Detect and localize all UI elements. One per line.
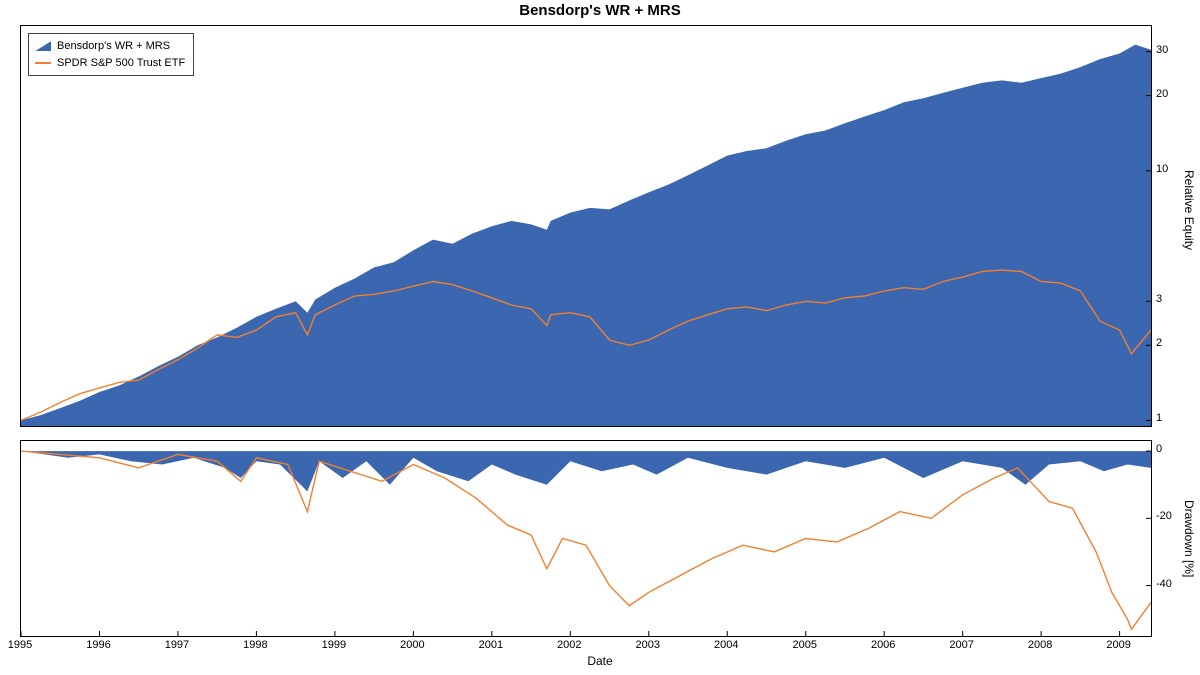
axis-tick-label: 2006 — [871, 639, 895, 651]
legend-row-1: Bensdorp's WR + MRS — [35, 38, 185, 55]
axis-tick-label: 1996 — [86, 639, 110, 651]
equity-svg — [21, 26, 1151, 426]
legend-row-2: SPDR S&P 500 Trust ETF — [35, 55, 185, 72]
axis-tick-label: 2009 — [1106, 639, 1130, 651]
axis-tick-label: 1995 — [8, 639, 32, 651]
axis-tick-label: 2002 — [557, 639, 581, 651]
axis-tick-label: 2005 — [792, 639, 816, 651]
axis-tick-label: 1998 — [243, 639, 267, 651]
area-swatch-icon — [35, 41, 51, 51]
drawdown-svg — [21, 441, 1151, 636]
y-axis-label-drawdown: Drawdown [%] — [1182, 500, 1196, 577]
axis-tick-label: 30 — [1156, 44, 1168, 56]
y-axis-label-equity: Relative Equity — [1182, 170, 1196, 250]
equity-plot — [20, 25, 1152, 427]
axis-tick-label: 20 — [1156, 88, 1168, 100]
axis-tick-label: 2004 — [714, 639, 738, 651]
legend: Bensdorp's WR + MRS SPDR S&P 500 Trust E… — [28, 33, 194, 76]
axis-tick-label: 2003 — [636, 639, 660, 651]
legend-label-2: SPDR S&P 500 Trust ETF — [57, 55, 185, 72]
line-swatch-icon — [35, 62, 51, 64]
chart-container: Bensdorp's WR + MRS Bensdorp's WR + MRS … — [0, 0, 1200, 675]
axis-tick-label: 2000 — [400, 639, 424, 651]
legend-label-1: Bensdorp's WR + MRS — [57, 38, 170, 55]
axis-tick-label: 2007 — [949, 639, 973, 651]
axis-tick-label: 0 — [1156, 443, 1162, 455]
drawdown-plot — [20, 440, 1152, 637]
x-axis-label: Date — [0, 654, 1200, 668]
axis-tick-label: 1 — [1156, 412, 1162, 424]
axis-tick-label: 2008 — [1028, 639, 1052, 651]
chart-title: Bensdorp's WR + MRS — [0, 2, 1200, 19]
axis-tick-label: 10 — [1156, 163, 1168, 175]
axis-tick-label: -20 — [1156, 510, 1172, 522]
axis-tick-label: 3 — [1156, 293, 1162, 305]
axis-tick-label: 2001 — [479, 639, 503, 651]
axis-tick-label: 1997 — [165, 639, 189, 651]
axis-tick-label: 1999 — [322, 639, 346, 651]
axis-tick-label: 2 — [1156, 337, 1162, 349]
axis-tick-label: -40 — [1156, 578, 1172, 590]
